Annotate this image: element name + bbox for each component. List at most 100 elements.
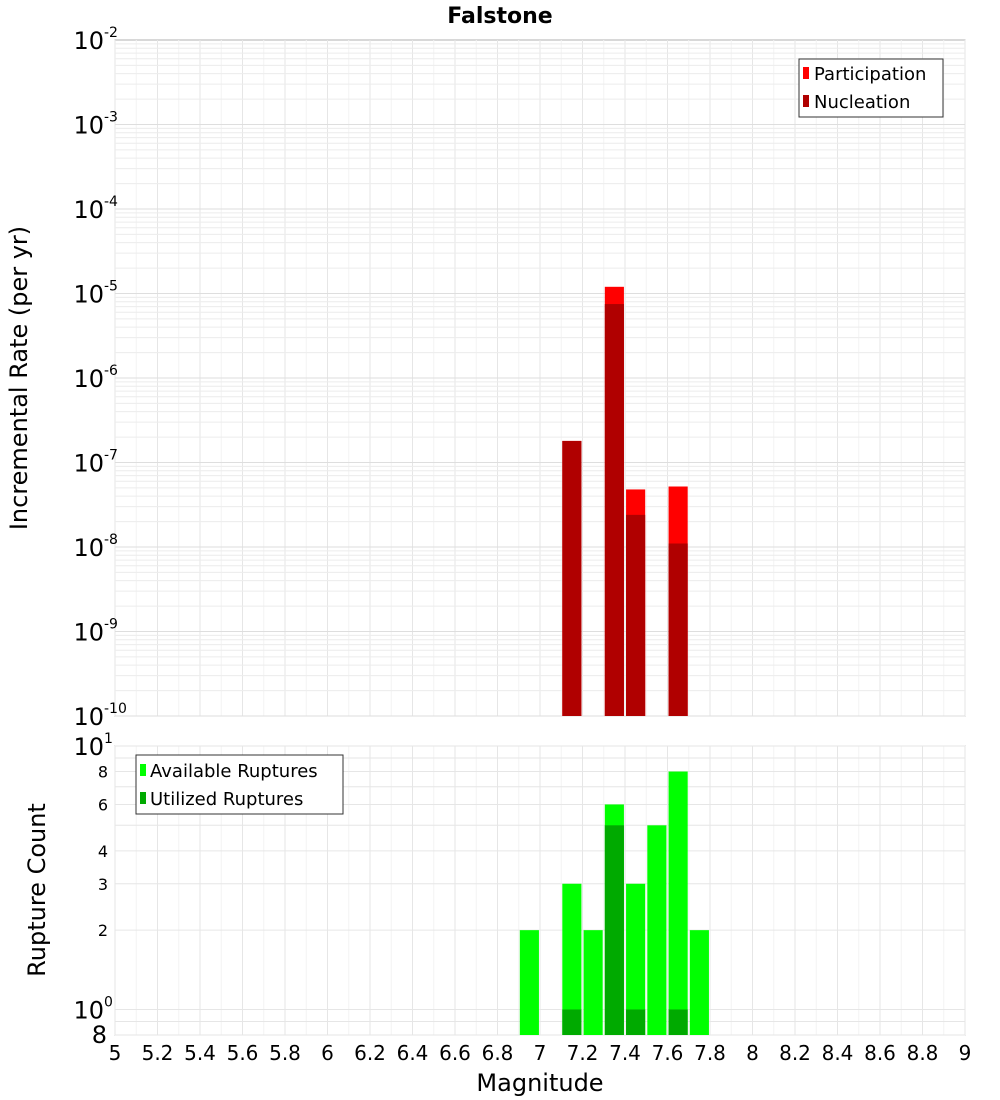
rate-y-tick-base: 10 [73,450,104,478]
count-y-tick-label-minor: 2 [98,921,108,940]
rate-y-tick-exponent: -3 [104,110,118,126]
x-axis-label: Magnitude [476,1069,603,1097]
count-bar-available-ruptures-7.55 [647,825,667,1035]
x-tick-label: 7 [534,1041,547,1065]
count-y-tick-exponent: 1 [104,731,113,747]
rate-bar-nucleation-7.15 [562,440,582,716]
utilized-ruptures-legend-swatch [140,792,146,804]
rate-y-axis-label: Incremental Rate (per yr) [5,226,33,530]
rate-y-tick-base: 10 [73,619,104,647]
count-y-tick-label-minor: 3 [98,875,108,894]
count-legend-box [135,754,344,815]
available-ruptures-legend-swatch [140,764,146,776]
participation-legend-label: Participation [814,64,926,85]
rate-y-tick-labels: 10-210-310-410-510-610-710-810-910-10 [73,25,126,731]
count-legend: Available Ruptures Utilized Ruptures [135,754,344,815]
rate-y-tick-label: 10 -3 [73,110,118,140]
rate-bar-nucleation-7.45 [626,514,646,716]
count-bar-utilized-ruptures-7.15 [562,1009,582,1035]
count-y-tick-label-major: 10 0 [73,994,112,1024]
rate-y-tick-exponent: -5 [104,279,118,295]
x-tick-label: 8 [746,1041,759,1065]
rate-y-tick-base: 10 [73,196,104,224]
rate-bars [562,286,688,716]
count-bar-available-ruptures-7.65 [668,771,688,1035]
rate-gridlines [114,40,966,717]
count-bar-utilized-ruptures-7.45 [626,1009,646,1035]
rate-y-tick-exponent: -6 [104,363,118,379]
rate-y-tick-label: 10 -2 [73,25,118,55]
x-tick-label: 5.8 [269,1041,301,1065]
rate-y-tick-label: 10 -5 [73,279,118,309]
x-tick-label: 7.4 [609,1041,641,1065]
available-ruptures-legend-label: Available Ruptures [150,761,318,782]
x-tick-label: 6.2 [354,1041,386,1065]
rate-y-tick-exponent: -2 [104,25,118,41]
rate-y-tick-base: 10 [73,534,104,562]
rate-y-tick-exponent: -8 [104,532,118,548]
x-tick-label: 9 [959,1041,972,1065]
x-tick-label: 5 [109,1041,122,1065]
count-bar-available-ruptures-7.25 [583,930,603,1035]
rate-y-tick-exponent: -10 [104,701,127,717]
count-y-tick-label-major: 10 1 [73,731,112,761]
x-tick-label: 6.6 [439,1041,471,1065]
count-bar-available-ruptures-6.95 [519,930,539,1035]
participation-legend-swatch [803,67,809,79]
x-tick-label: 7.8 [694,1041,726,1065]
rate-bar-nucleation-7.35 [604,304,624,716]
rate-y-tick-label: 10 -9 [73,617,118,647]
count-bar-available-ruptures-7.45 [626,883,646,1035]
rate-legend: Participation Nucleation [798,58,944,118]
x-tick-label: 5.2 [142,1041,174,1065]
rate-y-tick-label: 10 -4 [73,194,118,224]
rate-y-tick-label: 10 -8 [73,532,118,562]
rate-y-tick-exponent: -7 [104,448,118,464]
utilized-ruptures-legend-label: Utilized Ruptures [150,789,303,810]
rate-legend-box [798,58,944,118]
count-y-tick-label-minor: 6 [98,795,108,814]
rate-y-tick-base: 10 [73,365,104,393]
count-bar-available-ruptures-7.15 [562,883,582,1035]
x-tick-label: 7.2 [567,1041,599,1065]
count-y-tick-base: 10 [73,733,104,761]
count-y-tick-exponent: 0 [104,994,113,1010]
chart-title: Falstone [447,4,552,29]
nucleation-legend-label: Nucleation [814,92,910,113]
rate-panel: 10-210-310-410-510-610-710-810-910-10 In… [5,25,966,731]
rate-bar-nucleation-7.65 [668,543,688,716]
x-tick-label: 8.6 [864,1041,896,1065]
count-y-tick-base: 10 [73,996,104,1024]
rate-y-tick-exponent: -9 [104,617,118,633]
rate-y-tick-base: 10 [73,27,104,55]
rate-y-tick-label: 10 -6 [73,363,118,393]
count-bar-utilized-ruptures-7.35 [604,825,624,1035]
rate-y-tick-base: 10 [73,703,104,731]
x-tick-label: 8.2 [779,1041,811,1065]
x-tick-label: 5.6 [227,1041,259,1065]
x-tick-labels: 5 5.2 5.4 5.6 5.8 6 6.2 6.4 6.6 6.8 7 7.2 7.4 7.6 7.8 8… [109,1041,972,1065]
count-y-tick-label-minor: 4 [98,842,108,861]
count-y-axis-label: Rupture Count [23,803,51,977]
count-y-tick-label-minor: 8 [98,763,108,782]
x-tick-label: 8.8 [907,1041,939,1065]
x-tick-label: 5.4 [184,1041,216,1065]
rate-y-tick-label: 10 -7 [73,448,118,478]
rate-y-tick-exponent: -4 [104,194,118,210]
x-tick-label: 6.8 [482,1041,514,1065]
nucleation-legend-swatch [803,95,809,107]
count-bars [519,771,709,1035]
rate-y-tick-label: 10 -10 [73,701,126,731]
x-tick-label: 6.4 [397,1041,429,1065]
count-y-tick-label-minor: 8 [92,1021,107,1049]
x-tick-label: 6 [321,1041,334,1065]
count-bar-utilized-ruptures-7.65 [668,1009,688,1035]
rate-y-tick-base: 10 [73,281,104,309]
x-tick-label: 8.4 [822,1041,854,1065]
count-bar-available-ruptures-7.75 [689,930,709,1035]
x-tick-label: 7.6 [652,1041,684,1065]
rate-y-tick-base: 10 [73,112,104,140]
